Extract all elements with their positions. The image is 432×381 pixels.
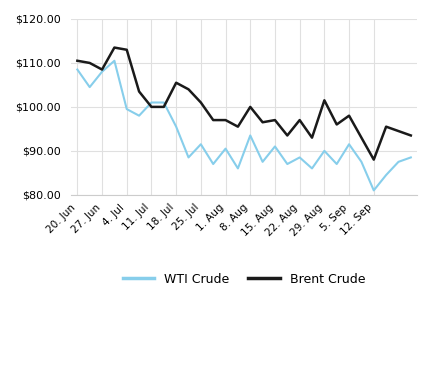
WTI Crude <box>99 69 105 74</box>
WTI Crude <box>248 133 253 138</box>
WTI Crude <box>384 173 389 177</box>
Brent Crude <box>396 129 401 133</box>
Brent Crude <box>161 105 166 109</box>
WTI Crude <box>408 155 413 160</box>
Brent Crude <box>99 67 105 72</box>
Brent Crude <box>334 122 339 127</box>
Brent Crude <box>359 135 364 140</box>
Brent Crude <box>137 89 142 94</box>
WTI Crude <box>149 100 154 105</box>
WTI Crude <box>124 107 129 111</box>
WTI Crude <box>334 162 339 166</box>
Brent Crude <box>223 118 228 122</box>
Brent Crude <box>112 45 117 50</box>
WTI Crude <box>137 114 142 118</box>
Brent Crude <box>260 120 265 125</box>
Brent Crude <box>87 61 92 65</box>
WTI Crude <box>174 124 179 129</box>
WTI Crude <box>346 142 352 147</box>
WTI Crude <box>371 188 376 193</box>
Brent Crude <box>346 114 352 118</box>
Brent Crude <box>309 135 314 140</box>
WTI Crude <box>260 160 265 164</box>
Brent Crude <box>384 124 389 129</box>
WTI Crude <box>285 162 290 166</box>
WTI Crude <box>211 162 216 166</box>
WTI Crude <box>87 85 92 90</box>
WTI Crude <box>223 146 228 151</box>
WTI Crude <box>396 160 401 164</box>
WTI Crude <box>309 166 314 171</box>
Brent Crude <box>186 87 191 91</box>
WTI Crude <box>322 149 327 153</box>
Line: WTI Crude: WTI Crude <box>77 61 411 190</box>
Brent Crude <box>297 118 302 122</box>
Brent Crude <box>75 58 80 63</box>
WTI Crude <box>161 100 166 105</box>
Brent Crude <box>322 98 327 102</box>
WTI Crude <box>297 155 302 160</box>
Brent Crude <box>285 133 290 138</box>
WTI Crude <box>359 160 364 164</box>
WTI Crude <box>235 166 241 171</box>
WTI Crude <box>112 58 117 63</box>
Brent Crude <box>198 100 203 105</box>
WTI Crude <box>198 142 203 147</box>
Brent Crude <box>371 157 376 162</box>
Legend: WTI Crude, Brent Crude: WTI Crude, Brent Crude <box>118 268 370 291</box>
Brent Crude <box>149 105 154 109</box>
Brent Crude <box>174 80 179 85</box>
WTI Crude <box>272 144 277 149</box>
WTI Crude <box>75 67 80 72</box>
WTI Crude <box>186 155 191 160</box>
Brent Crude <box>235 124 241 129</box>
Brent Crude <box>248 105 253 109</box>
Line: Brent Crude: Brent Crude <box>77 48 411 160</box>
Brent Crude <box>272 118 277 122</box>
Brent Crude <box>408 133 413 138</box>
Brent Crude <box>124 48 129 52</box>
Brent Crude <box>211 118 216 122</box>
